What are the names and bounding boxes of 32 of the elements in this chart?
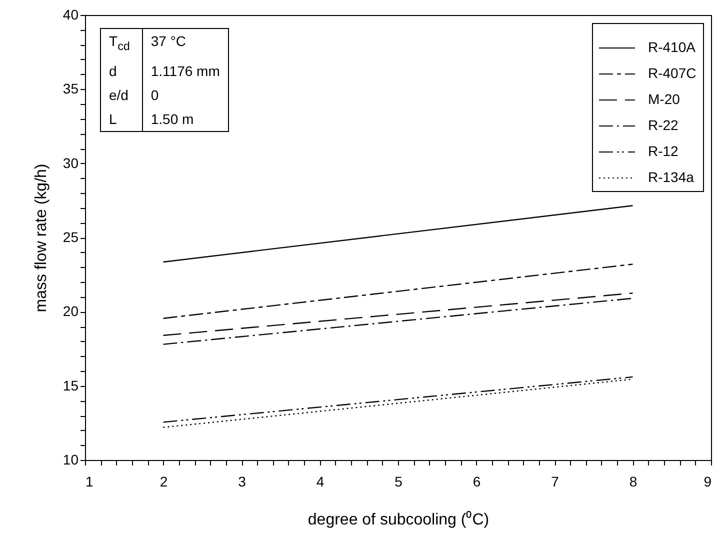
y-tick-label: 25 bbox=[62, 229, 79, 245]
x-tick-label: 3 bbox=[238, 474, 246, 490]
legend-label: M-20 bbox=[648, 91, 680, 107]
x-tick-label: 2 bbox=[160, 474, 168, 490]
legend-label: R-410A bbox=[648, 39, 696, 55]
annotation: 0 bbox=[150, 86, 160, 105]
y-tick-label: 35 bbox=[62, 80, 79, 97]
y-tick-label: 20 bbox=[62, 303, 79, 320]
x-tick-label: 5 bbox=[394, 474, 403, 490]
legend-label: R-22 bbox=[648, 117, 679, 133]
y-axis-title: mass flow rate (kg/h) bbox=[32, 164, 50, 312]
annotation: d bbox=[101, 58, 143, 83]
annotation: L bbox=[101, 106, 143, 131]
annotation: 1.50 m bbox=[150, 110, 195, 129]
annotation: e/d bbox=[101, 82, 143, 107]
x-tick-label: 6 bbox=[472, 474, 481, 490]
x-axis-title: degree of subcooling (⁰C) bbox=[308, 510, 490, 528]
y-tick-label: 30 bbox=[62, 154, 79, 171]
x-tick-label: 9 bbox=[704, 474, 712, 490]
annotation: 37 °C bbox=[150, 32, 188, 51]
y-tick-label: 15 bbox=[62, 377, 79, 394]
annotation: 1.1176 mm bbox=[150, 62, 221, 81]
x-tick-label: 1 bbox=[86, 474, 94, 490]
annotation: T$_{cd}$ bbox=[101, 29, 143, 59]
x-tick-label: 7 bbox=[551, 474, 560, 490]
x-tick-label: 8 bbox=[629, 474, 638, 490]
y-tick-label: 40 bbox=[62, 6, 79, 22]
y-tick-label: 10 bbox=[62, 452, 79, 468]
x-tick-label: 4 bbox=[316, 474, 324, 490]
legend-label: R-407C bbox=[648, 65, 696, 81]
legend-label: R-12 bbox=[648, 143, 679, 159]
legend-label: R-134a bbox=[648, 169, 694, 185]
